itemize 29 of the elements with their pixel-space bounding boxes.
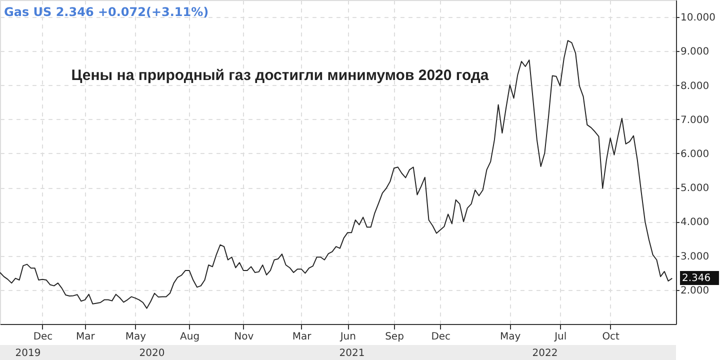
chart-title: Gas US 2.346 +0.072(+3.11%) — [4, 5, 209, 19]
x-tick-label: Nov — [234, 332, 254, 342]
line-series — [0, 40, 673, 309]
x-tick-label: Jul — [554, 332, 567, 342]
x-tick-label: Jun — [339, 332, 356, 342]
y-tick-label: 2.000 — [680, 285, 710, 296]
x-tick-label: Dec — [431, 332, 451, 342]
x-tick-label: Mar — [292, 332, 312, 342]
x-tick-label: Sep — [385, 332, 404, 342]
x-tick-label: Oct — [602, 332, 620, 342]
x-tick-label: Mar — [76, 332, 96, 342]
text: 2019 — [15, 348, 41, 359]
y-tick-label: 10.000 — [680, 12, 716, 24]
x-tick-label: Dec — [33, 332, 53, 342]
x-tick-label: May — [125, 332, 146, 342]
text: 2.346 — [682, 273, 711, 284]
y-tick-label: 8.000 — [680, 80, 710, 92]
x-tick-label: Aug — [180, 332, 200, 342]
text: 2020 — [139, 348, 165, 359]
annotation: Цены на природный газ достигли минимумов 2020 года — [71, 67, 490, 84]
text: 2021 — [339, 348, 365, 359]
y-tick-label: 4.000 — [680, 217, 710, 228]
y-tick-label: 7.000 — [680, 114, 710, 126]
text: 2022 — [532, 348, 558, 359]
y-tick-label: 5.000 — [680, 183, 710, 194]
y-tick-label: 9.000 — [680, 46, 710, 58]
y-tick-label: 6.000 — [680, 148, 710, 160]
y-tick-label: 3.000 — [680, 251, 710, 262]
x-tick-label: May — [500, 332, 521, 342]
